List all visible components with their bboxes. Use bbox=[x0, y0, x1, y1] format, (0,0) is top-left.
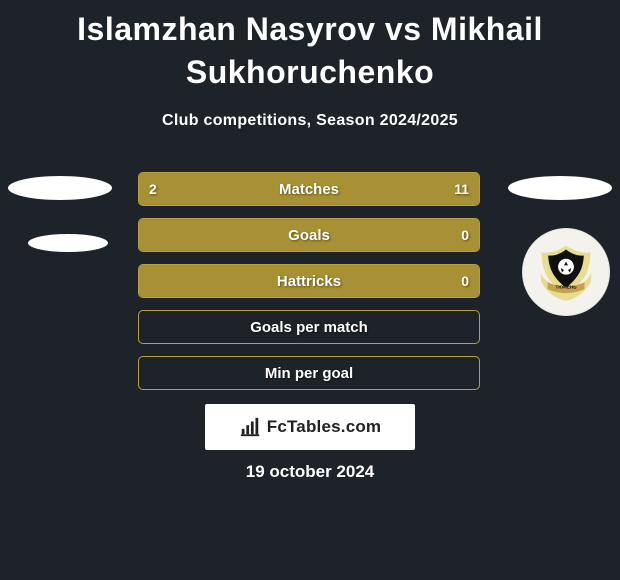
subtitle: Club competitions, Season 2024/2025 bbox=[0, 112, 620, 130]
stats-bars: Matches 2 11 Goals 0 Hattricks 0 Goals per matc… bbox=[138, 172, 480, 390]
brand-text: FcTables.com bbox=[267, 417, 382, 437]
bar-label: Goals bbox=[288, 227, 330, 244]
bar-label: Matches bbox=[279, 181, 339, 198]
team-logo-svg: ТЮМЕНЬ bbox=[533, 239, 599, 305]
page-title: Islamzhan Nasyrov vs Mikhail Sukhoruchen… bbox=[0, 0, 620, 94]
brand-badge: FcTables.com bbox=[205, 404, 415, 450]
date-label: 19 october 2024 bbox=[0, 462, 620, 482]
stat-bar: Hattricks 0 bbox=[138, 264, 480, 298]
team-logo-banner-text: ТЮМЕНЬ bbox=[555, 285, 577, 290]
stat-bar: Matches 2 11 bbox=[138, 172, 480, 206]
stat-bar: Goals per match bbox=[138, 310, 480, 344]
bar-chart-icon bbox=[239, 416, 261, 438]
bar-value-right: 0 bbox=[461, 273, 469, 289]
bar-label: Min per goal bbox=[265, 365, 353, 382]
bar-label: Hattricks bbox=[277, 273, 341, 290]
stat-bar: Min per goal bbox=[138, 356, 480, 390]
stat-bar: Goals 0 bbox=[138, 218, 480, 252]
bar-value-left: 2 bbox=[149, 181, 157, 197]
bar-label: Goals per match bbox=[250, 319, 368, 336]
player-avatar-right-1 bbox=[508, 176, 612, 200]
team-logo-right: ТЮМЕНЬ bbox=[522, 228, 610, 316]
player-avatar-left-1 bbox=[8, 176, 112, 200]
bar-fill-left bbox=[139, 173, 191, 205]
bar-value-right: 0 bbox=[461, 227, 469, 243]
bar-value-right: 11 bbox=[454, 181, 469, 197]
player-avatar-left-2 bbox=[28, 234, 108, 252]
